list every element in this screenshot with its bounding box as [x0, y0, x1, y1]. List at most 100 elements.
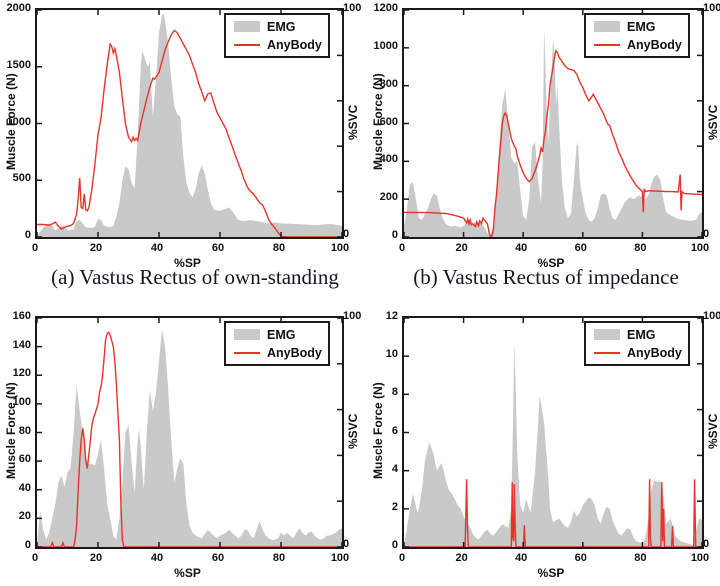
legend-label-emg: EMG [267, 19, 296, 34]
plot-area-b [402, 8, 704, 239]
y-tick-label: 40 [18, 481, 31, 494]
emg-swatch-icon [594, 329, 620, 340]
anybody-line-swatch-icon [234, 351, 260, 354]
x-tick-label: 40 [515, 552, 528, 564]
y-tick-label: 80 [18, 424, 31, 437]
x-tick-label: 80 [634, 552, 647, 564]
right-axis-top-label: 100 [343, 2, 362, 14]
anybody-line-swatch-icon [594, 351, 620, 354]
y-tick-label: 0 [391, 539, 398, 551]
legend-label-anybody: AnyBody [267, 37, 322, 52]
y-tick-label: 1000 [6, 115, 31, 128]
x-tick-label: 20 [455, 552, 468, 564]
x-tick-label: 60 [211, 242, 225, 254]
x-tick-label: 60 [211, 552, 225, 564]
y-tick-label: 600 [379, 115, 398, 128]
y-tick-label: 0 [24, 539, 31, 551]
x-tick-label: 100 [690, 242, 710, 254]
y-tick-label: 800 [379, 77, 398, 90]
right-y-axis-label: %SVC [346, 412, 360, 449]
plot-area-a [35, 8, 344, 239]
emg-swatch-icon [234, 329, 260, 340]
legend-label-emg: EMG [627, 327, 656, 342]
y-tick-label: 100 [12, 395, 31, 408]
y-tick-label: 2000 [6, 2, 31, 14]
emg-swatch-icon [234, 21, 260, 32]
x-axis-label: %SP [174, 566, 201, 580]
y-tick-label: 0 [391, 229, 398, 241]
x-tick-label: 0 [31, 552, 39, 564]
x-tick-label: 40 [150, 242, 164, 254]
y-tick-label: 0 [24, 229, 31, 241]
anybody-line [404, 479, 702, 547]
y-axis-label: Muscle Force (N) [4, 73, 18, 170]
x-tick-label: 20 [89, 242, 103, 254]
legend: EMG AnyBody [224, 13, 330, 58]
emg-area [404, 342, 702, 547]
legend: EMG AnyBody [224, 321, 330, 366]
y-tick-label: 1000 [373, 39, 398, 52]
anybody-line-swatch-icon [594, 43, 620, 46]
anybody-line [37, 331, 342, 547]
anybody-line [37, 29, 342, 237]
y-tick-label: 10 [385, 348, 398, 361]
anybody-line [404, 49, 702, 237]
x-tick-label: 20 [89, 552, 103, 564]
y-tick-label: 400 [379, 153, 398, 166]
y-tick-label: 60 [18, 453, 31, 466]
emg-area [404, 28, 702, 237]
legend-label-anybody: AnyBody [627, 37, 682, 52]
y-axis-label: Muscle Force (N) [371, 73, 385, 170]
right-axis-top-label: 100 [703, 2, 720, 14]
legend-label-anybody: AnyBody [627, 345, 682, 360]
y-tick-label: 20 [18, 510, 31, 523]
x-tick-label: 100 [330, 242, 350, 254]
anybody-line-swatch-icon [234, 43, 260, 46]
x-tick-label: 0 [398, 552, 406, 564]
y-tick-label: 120 [12, 367, 31, 380]
y-tick-label: 4 [391, 462, 398, 475]
right-y-axis-label: %SVC [706, 412, 720, 449]
legend-label-anybody: AnyBody [267, 345, 322, 360]
y-axis-label: Muscle Force (N) [4, 382, 18, 479]
y-tick-label: 8 [391, 386, 398, 399]
caption-chart-a: (a) Vastus Rectus of own-standing [51, 265, 339, 289]
x-tick-label: 60 [574, 552, 587, 564]
x-tick-label: 60 [574, 242, 587, 254]
y-tick-label: 6 [391, 424, 398, 437]
y-axis-label: Muscle Force (N) [371, 382, 385, 479]
y-tick-label: 200 [379, 191, 398, 204]
legend-label-emg: EMG [627, 19, 656, 34]
right-y-axis-label: %SVC [346, 103, 360, 140]
right-axis-bottom-label: 0 [703, 228, 710, 240]
legend: EMG AnyBody [584, 321, 690, 366]
x-tick-label: 80 [272, 242, 286, 254]
emg-area [37, 329, 342, 547]
y-tick-label: 140 [12, 338, 31, 351]
x-axis-label: %SP [537, 566, 565, 580]
x-tick-label: 0 [398, 242, 406, 254]
y-tick-label: 160 [12, 310, 31, 322]
legend-label-emg: EMG [267, 327, 296, 342]
y-tick-label: 1200 [373, 2, 398, 14]
x-tick-label: 20 [455, 242, 468, 254]
right-y-axis-label: %SVC [706, 103, 720, 140]
x-tick-label: 40 [150, 552, 164, 564]
x-tick-label: 100 [330, 552, 350, 564]
x-tick-label: 80 [634, 242, 647, 254]
right-axis-top-label: 100 [343, 310, 362, 322]
right-axis-bottom-label: 0 [703, 538, 710, 550]
right-axis-bottom-label: 0 [343, 228, 350, 240]
y-tick-label: 500 [12, 172, 31, 185]
x-tick-label: 0 [31, 242, 39, 254]
plot-area-c [35, 316, 344, 549]
right-axis-bottom-label: 0 [343, 538, 350, 550]
plot-area-d [402, 316, 704, 549]
y-tick-label: 1500 [6, 58, 31, 71]
y-tick-label: 12 [385, 310, 398, 322]
